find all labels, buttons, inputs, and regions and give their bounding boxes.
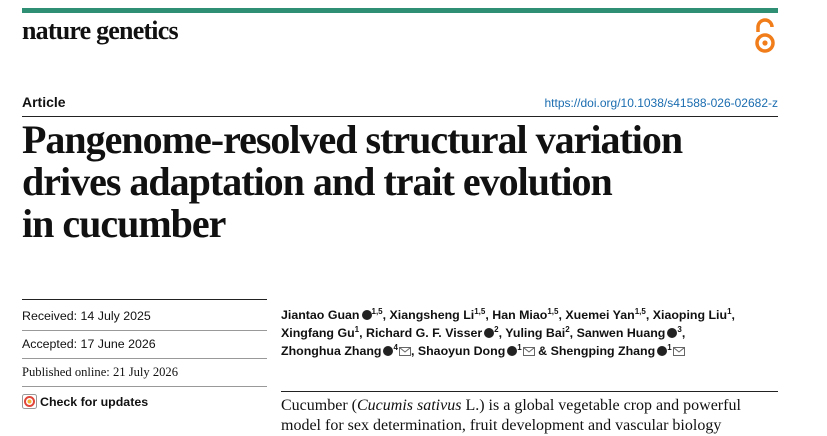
article-title: Pangenome-resolved structural variation d… <box>22 117 683 246</box>
author-name[interactable]: Han Miao <box>492 308 548 322</box>
author: Jiantao Guan 1,5, <box>281 306 387 322</box>
divider <box>22 116 778 117</box>
abstract: Cucumber (Cucumis sativus L.) is a globa… <box>281 396 741 436</box>
author: Richard G. F. Visser 2, <box>366 324 503 340</box>
author: Xiangsheng Li1,5, <box>389 306 489 322</box>
accepted-date: Accepted: 17 June 2026 <box>22 337 156 351</box>
open-access-icon <box>755 18 775 53</box>
orcid-icon[interactable] <box>657 346 668 356</box>
author-name[interactable]: Shengping Zhang <box>550 344 656 358</box>
author-name[interactable]: Xingfang Gu <box>281 326 355 340</box>
author-name[interactable]: Xiangsheng Li <box>389 308 475 322</box>
affiliation: 1 <box>667 342 672 352</box>
separator: , <box>410 344 415 358</box>
author: Xingfang Gu1, <box>281 324 363 340</box>
separator: , <box>498 326 503 340</box>
separator: , <box>558 308 562 322</box>
author: Sanwen Huang 3, <box>576 324 686 340</box>
brand-bar <box>22 8 778 13</box>
abstract-text: L.) is a global vegetable crop and power… <box>461 397 741 414</box>
separator: , <box>485 308 489 322</box>
affiliation: 1 <box>727 306 732 316</box>
abstract-text: Cucumber ( <box>281 397 357 414</box>
orcid-icon[interactable] <box>361 310 372 320</box>
author-name[interactable]: Jiantao Guan <box>281 308 360 322</box>
email-icon[interactable] <box>398 347 411 356</box>
author: Han Miao1,5, <box>492 306 562 322</box>
affiliation: 2 <box>565 324 570 334</box>
title-line: in cucumber <box>22 201 226 246</box>
affiliation: 1 <box>517 342 522 352</box>
author: Shaoyun Dong 1 <box>417 342 535 358</box>
title-line: Pangenome-resolved structural variation <box>22 117 683 162</box>
affiliation: 3 <box>677 324 682 334</box>
author-name[interactable]: Xuemei Yan <box>565 308 635 322</box>
affiliation: 4 <box>393 342 398 352</box>
separator: , <box>359 326 363 340</box>
separator: , <box>569 326 574 340</box>
divider <box>22 299 267 300</box>
title-line: drives adaptation and trait evolution <box>22 159 613 204</box>
journal-name[interactable]: nature genetics <box>22 16 179 45</box>
author: & Shengping Zhang 1 <box>538 342 685 358</box>
check-updates-icon <box>22 394 37 409</box>
divider <box>22 358 267 359</box>
affiliation: 1,5 <box>634 306 646 316</box>
email-icon[interactable] <box>522 347 535 356</box>
separator: , <box>382 308 387 322</box>
author: Zhonghua Zhang 4, <box>281 342 415 358</box>
email-icon[interactable] <box>672 347 685 356</box>
received-date: Received: 14 July 2025 <box>22 309 151 323</box>
author-name[interactable]: Yuling Bai <box>505 326 566 340</box>
separator: , <box>731 308 735 322</box>
conjunction: & <box>538 344 548 358</box>
separator: , <box>645 308 650 322</box>
abstract-italic: Cucumis sativus <box>356 397 462 414</box>
page: nature genetics Article https://doi.org/… <box>22 8 778 434</box>
orcid-icon[interactable] <box>667 328 678 338</box>
author-name[interactable]: Zhonghua Zhang <box>281 344 382 358</box>
author-list: Jiantao Guan 1,5, Xiangsheng Li1,5, Han M… <box>281 306 761 360</box>
check-updates[interactable]: Check for updates <box>40 395 149 409</box>
author-name[interactable]: Shaoyun Dong <box>417 344 506 358</box>
author: Yuling Bai2, <box>505 324 574 340</box>
published-date: Published online: 21 July 2026 <box>22 365 179 379</box>
affiliation: 1 <box>354 324 360 334</box>
affiliation: 2 <box>494 324 499 334</box>
orcid-icon[interactable] <box>507 346 518 356</box>
author-name[interactable]: Richard G. F. Visser <box>366 326 483 340</box>
author: Xiaoping Liu1, <box>652 306 735 322</box>
divider <box>22 386 267 387</box>
author: Xuemei Yan1,5, <box>565 306 650 322</box>
article-type: Article <box>22 94 66 110</box>
author-name[interactable]: Xiaoping Liu <box>652 308 728 322</box>
affiliation: 1,5 <box>474 306 486 316</box>
abstract-text: model for sex determination, fruit devel… <box>281 417 722 434</box>
separator: , <box>681 326 686 340</box>
orcid-icon[interactable] <box>484 328 495 338</box>
doi-link[interactable]: https://doi.org/10.1038/s41588-026-02682… <box>544 96 778 110</box>
affiliation: 1,5 <box>371 306 383 316</box>
author-name[interactable]: Sanwen Huang <box>576 326 666 340</box>
divider <box>22 330 267 331</box>
affiliation: 1,5 <box>547 306 559 316</box>
divider <box>281 391 778 392</box>
orcid-icon[interactable] <box>383 346 394 356</box>
